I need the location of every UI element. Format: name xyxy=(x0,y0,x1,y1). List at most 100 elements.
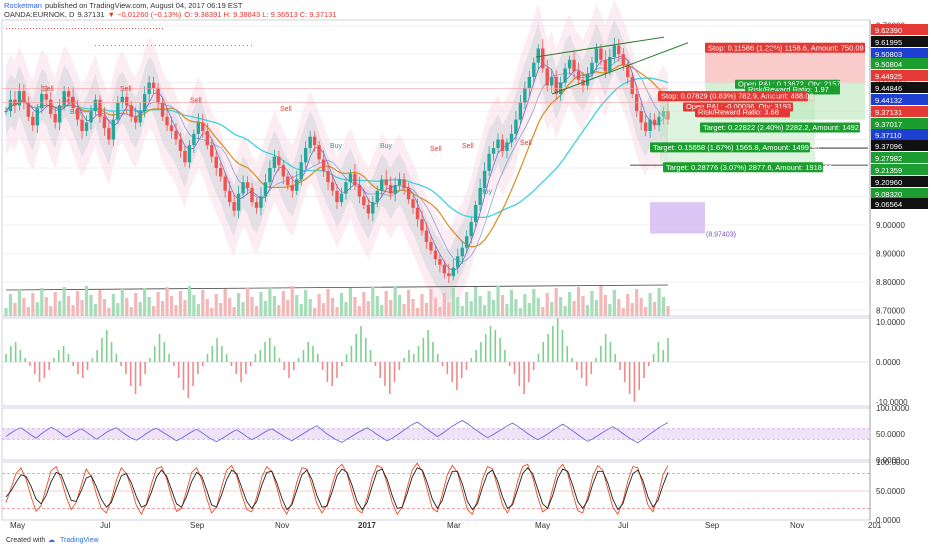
volume-bar xyxy=(563,306,567,316)
volume-bar xyxy=(35,302,39,316)
candle-body xyxy=(165,116,169,126)
price-badge-bg xyxy=(871,129,928,140)
volume-bar xyxy=(424,303,429,316)
histogram-bar xyxy=(417,346,420,362)
volume-bar xyxy=(107,308,111,316)
histogram-bar xyxy=(662,350,665,362)
candle-body xyxy=(375,190,379,203)
candle-body xyxy=(250,187,254,203)
candle-body xyxy=(116,102,120,120)
author-name[interactable]: Rocketman xyxy=(4,1,42,10)
candle-body xyxy=(411,199,415,208)
price-badge-bg xyxy=(871,176,928,187)
histogram-bar xyxy=(633,362,636,402)
volume-bar xyxy=(541,307,545,316)
candle-body xyxy=(630,76,634,94)
buy-signal-label: Buy xyxy=(480,189,493,196)
histogram-bar xyxy=(388,362,391,394)
histogram-bar xyxy=(393,362,396,382)
histogram-bar xyxy=(249,362,252,366)
volume-bar xyxy=(415,308,420,316)
price-badge-value: 9.61995 xyxy=(875,38,902,47)
tradingview-logo-icon[interactable]: ☁ xyxy=(48,537,55,544)
histogram-bar xyxy=(643,362,645,378)
x-tick-label: Mar xyxy=(447,521,461,530)
histogram-bar xyxy=(508,362,511,366)
volume-bar xyxy=(402,304,406,316)
volume-bar xyxy=(630,303,634,316)
volume-bar xyxy=(169,296,174,316)
price-badge-bg xyxy=(871,70,928,81)
histogram-bar xyxy=(619,362,621,370)
histogram-bar xyxy=(144,362,146,374)
y-tick-label: 100.0000 xyxy=(876,458,910,467)
volume-bar xyxy=(652,302,657,316)
histogram-bar xyxy=(537,354,540,362)
histogram-bar xyxy=(245,362,247,374)
buy-signal-label: Buy xyxy=(330,143,343,150)
candle-body xyxy=(433,250,438,260)
histogram-bar xyxy=(24,358,26,362)
volume-bar xyxy=(93,304,98,316)
price-badge-bg xyxy=(871,94,928,105)
candle-body xyxy=(594,48,599,63)
last-price: 9.37131 xyxy=(77,10,105,19)
candle-body xyxy=(241,182,245,194)
volume-bar xyxy=(339,293,344,316)
x-tick-label: 2017 xyxy=(358,521,376,530)
chart-canvas[interactable]: 9.700009.600009.500009.400009.300009.200… xyxy=(0,0,932,534)
candle-body xyxy=(576,71,581,80)
sell-signal-label: Sell xyxy=(520,140,532,147)
candle-body xyxy=(482,170,487,188)
candle-body xyxy=(303,148,308,163)
histogram-bar xyxy=(19,350,22,362)
volume-bar xyxy=(447,302,451,316)
candle-body xyxy=(102,116,107,129)
histogram-bar xyxy=(293,362,295,370)
candle-body xyxy=(487,153,491,171)
price-change: ▼ −0.01260 (−0.13%) xyxy=(107,10,182,19)
candle-body xyxy=(201,122,205,131)
candle-body xyxy=(451,267,455,277)
price-badge-bg xyxy=(871,106,928,117)
price-badge-bg xyxy=(871,188,928,199)
volume-bar xyxy=(44,297,48,316)
candle-body xyxy=(397,179,402,186)
candle-body xyxy=(617,45,621,55)
volume-bar xyxy=(120,289,124,316)
volume-bar xyxy=(559,297,563,316)
trade-badge-text: Open P&L: 0.13672, Qty: 2157 xyxy=(738,79,841,88)
candle-body xyxy=(196,122,201,134)
volume-bar xyxy=(232,307,236,316)
volume-bar xyxy=(567,292,572,316)
candle-body xyxy=(326,170,330,183)
histogram-bar xyxy=(484,334,487,362)
tradingview-brand[interactable]: TradingView xyxy=(60,537,99,544)
volume-bar xyxy=(31,293,35,316)
volume-bar xyxy=(138,302,142,316)
histogram-bar xyxy=(72,362,74,366)
volume-bar xyxy=(348,288,353,316)
histogram-bar xyxy=(125,362,127,374)
y-tick-label: -10.0000 xyxy=(876,398,908,407)
trade-badge-bg xyxy=(705,42,865,53)
y-tick-label: 8.70000 xyxy=(876,306,905,315)
footer: Created with ☁ TradingView xyxy=(0,534,932,550)
target-badge: Target: 0.22822 (2.40%) 2282.2, Amount: … xyxy=(700,122,869,133)
candle-body xyxy=(138,111,142,123)
volume-bar xyxy=(263,301,268,316)
candle-body xyxy=(134,116,138,123)
trade-badge-text: Risk/Reward Ratio: 1.97 xyxy=(748,85,829,94)
candle-body xyxy=(465,236,469,248)
histogram-bar xyxy=(480,342,482,362)
price-badge-bg xyxy=(871,48,928,59)
volume-bar xyxy=(536,298,540,316)
candle-body xyxy=(129,105,133,117)
chart-header: Rocketman published on TradingView.com, A… xyxy=(0,0,932,20)
histogram-bar xyxy=(29,362,31,366)
price-badge-value: 9.44925 xyxy=(875,72,902,81)
candle-body xyxy=(8,99,13,112)
histogram-bar xyxy=(5,354,7,362)
candle-body xyxy=(214,156,218,168)
histogram-bar xyxy=(552,326,554,362)
